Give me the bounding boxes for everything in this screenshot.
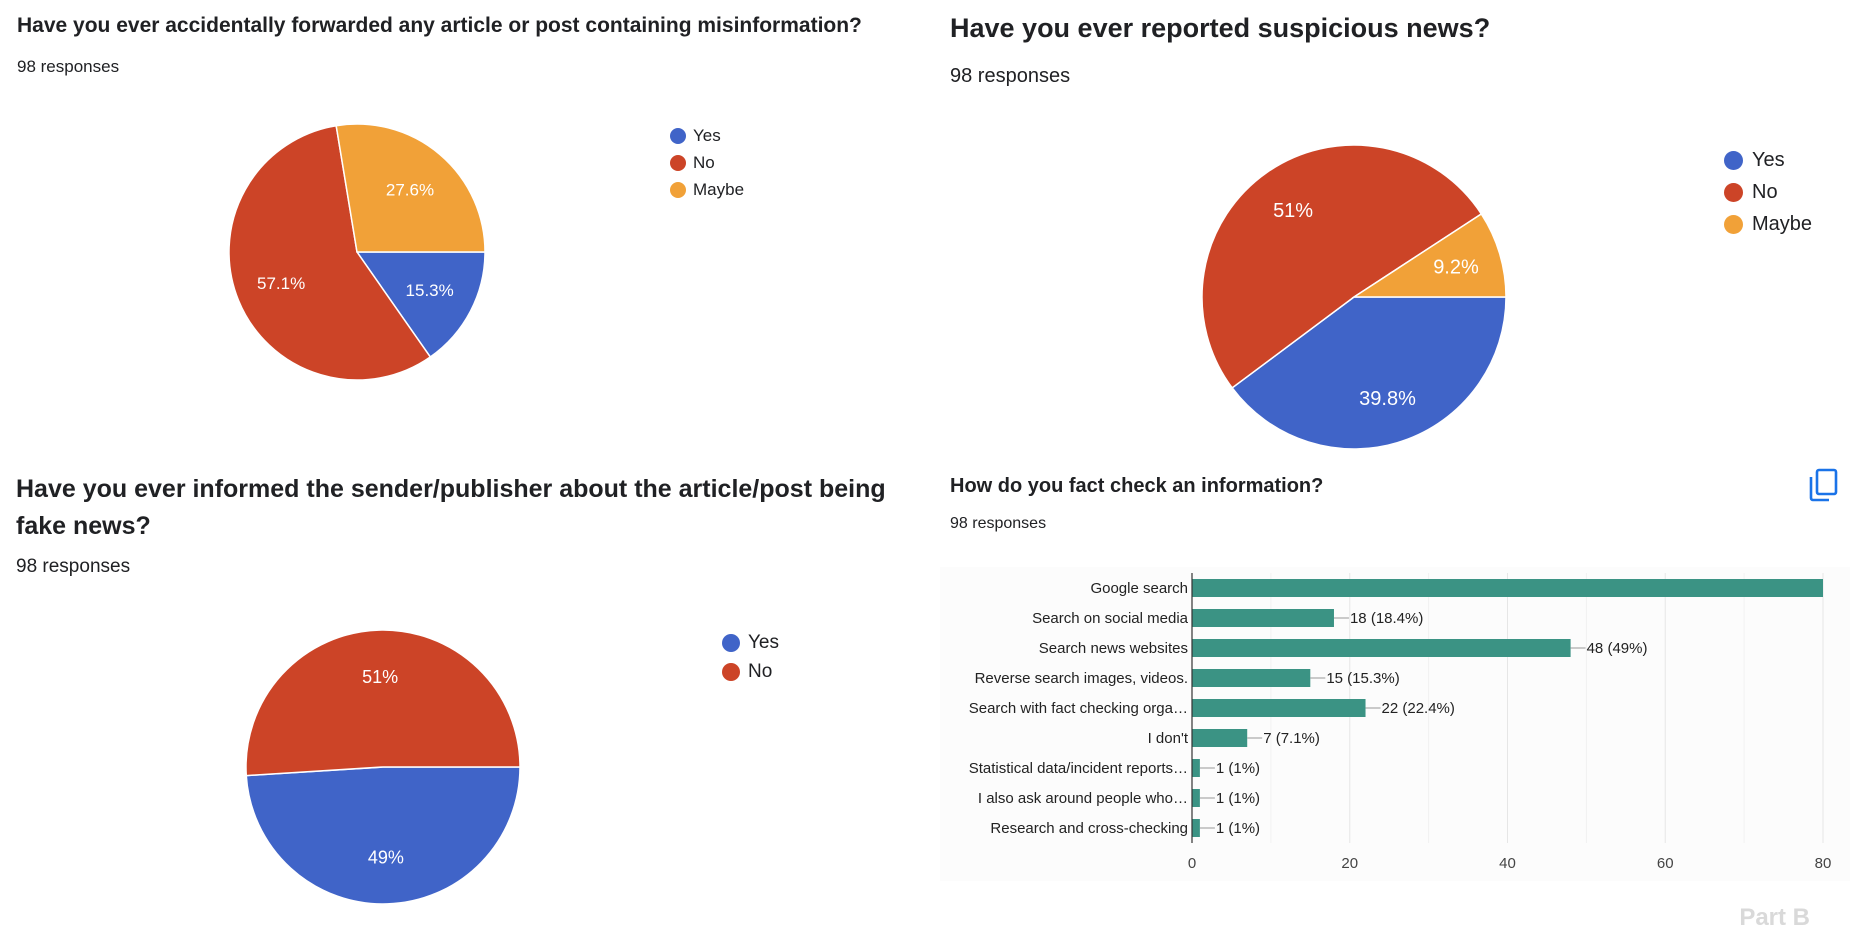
response-count: 98 responses [17, 57, 120, 76]
bar [1192, 729, 1248, 747]
legend-swatch [722, 633, 740, 652]
bar [1192, 819, 1200, 837]
bar [1192, 669, 1311, 687]
pie-slice-no [245, 629, 521, 777]
pie-slice-no [1201, 144, 1483, 389]
category-label: Statistical data/incident reports… [969, 760, 1188, 777]
slice-label: 39.8% [1359, 388, 1416, 410]
legend-label: Yes [1752, 148, 1785, 171]
slice-label: 49% [368, 848, 404, 868]
bar [1192, 789, 1200, 807]
legend-item-yes: Yes [670, 122, 744, 149]
data-label: 18 (18.4%) [1350, 610, 1423, 627]
legend-label: Yes [748, 631, 779, 653]
legend-item-yes: Yes [1724, 144, 1812, 176]
x-tick-label: 40 [1499, 855, 1516, 872]
slice-label: 51% [362, 667, 398, 687]
slice-label: 15.3% [406, 281, 454, 300]
panel-reported-suspicious-news: Have you ever reported suspicious news? … [940, 0, 1850, 450]
chart-title: How do you fact check an information? [950, 475, 1324, 497]
pie-slice-no [228, 124, 432, 381]
data-label: 48 (49%) [1587, 640, 1648, 657]
panel-informed-sender: Have you ever informed the sender/publis… [0, 460, 930, 942]
legend-label: Maybe [693, 179, 745, 199]
slice-label: 51% [1273, 200, 1313, 222]
x-tick-label: 60 [1657, 855, 1674, 872]
panel-forwarded-misinformation: Have you ever accidentally forwarded any… [0, 0, 930, 450]
chart-title: Have you ever informed the sender/publis… [16, 475, 886, 540]
data-label: 1 (1%) [1216, 760, 1260, 777]
x-tick-label: 80 [1815, 855, 1832, 872]
copy-icon[interactable] [1808, 468, 1838, 502]
response-count: 98 responses [950, 65, 1071, 87]
pie-slice-yes [355, 251, 486, 358]
slice-label: 27.6% [386, 180, 434, 199]
legend-swatch [670, 154, 686, 171]
legend: Yes No [722, 628, 779, 686]
legend-item-maybe: Maybe [1724, 208, 1812, 240]
chart-title: Have you ever accidentally forwarded any… [17, 14, 862, 37]
x-tick-label: 20 [1341, 855, 1358, 872]
legend-item-no: No [722, 657, 779, 686]
legend: Yes No Maybe [670, 122, 744, 203]
part-label: Part B [1739, 904, 1810, 931]
data-label: 15 (15.3%) [1326, 670, 1399, 687]
legend: Yes No Maybe [1724, 144, 1812, 240]
bar-chart: 0 20 40 60 80 Google search Search on social m… [940, 567, 1850, 881]
bar [1192, 699, 1366, 717]
category-label: I also ask around people who… [978, 790, 1188, 807]
pie-slice-maybe [1351, 212, 1507, 298]
data-label: 22 (22.4%) [1382, 700, 1455, 717]
legend-swatch [1724, 182, 1743, 202]
pie-chart: 39.8% 51% 9.2% [1201, 144, 1507, 450]
category-label: Google search [1090, 580, 1188, 597]
legend-item-no: No [1724, 176, 1812, 208]
data-label: 1 (1%) [1216, 790, 1260, 807]
bar [1192, 639, 1571, 657]
pie-slice-yes [245, 766, 521, 905]
bar [1192, 579, 1823, 597]
plot-background [940, 567, 1850, 881]
category-label: Research and cross-checking [990, 820, 1188, 837]
pie-chart: 49% 51% [245, 629, 521, 905]
category-label: Search on social media [1032, 610, 1189, 627]
legend-swatch [1724, 214, 1743, 234]
legend-label: No [693, 152, 715, 172]
slice-label: 57.1% [257, 274, 305, 293]
pie-chart: 15.3% 57.1% 27.6% [228, 123, 486, 381]
data-label: 7 (7.1%) [1263, 730, 1320, 747]
data-label: 1 (1%) [1216, 820, 1260, 837]
legend-item-maybe: Maybe [670, 176, 744, 203]
category-label: Search with fact checking orga… [969, 700, 1188, 717]
legend-item-yes: Yes [722, 628, 779, 657]
legend-swatch [1724, 150, 1743, 170]
panel-fact-check-methods: How do you fact check an information? 98… [940, 460, 1850, 942]
pie-slice-maybe [335, 123, 486, 253]
legend-swatch [670, 127, 686, 144]
bar [1192, 759, 1200, 777]
pie-slice-yes [1231, 296, 1507, 450]
chart-title: Have you ever reported suspicious news? [950, 13, 1491, 43]
category-label: Reverse search images, videos. [975, 670, 1188, 687]
legend-label: No [1752, 180, 1778, 203]
bar [1192, 609, 1334, 627]
legend-swatch [670, 181, 686, 198]
response-count: 98 responses [950, 515, 1047, 532]
x-tick-label: 0 [1188, 855, 1196, 872]
legend-label: No [748, 660, 773, 682]
response-count: 98 responses [16, 556, 131, 577]
category-label: I don't [1148, 730, 1189, 747]
legend-item-no: No [670, 149, 744, 176]
legend-swatch [722, 662, 740, 681]
slice-label: 9.2% [1433, 257, 1479, 279]
legend-label: Yes [693, 125, 721, 145]
category-label: Search news websites [1039, 640, 1188, 657]
legend-label: Maybe [1752, 212, 1813, 235]
